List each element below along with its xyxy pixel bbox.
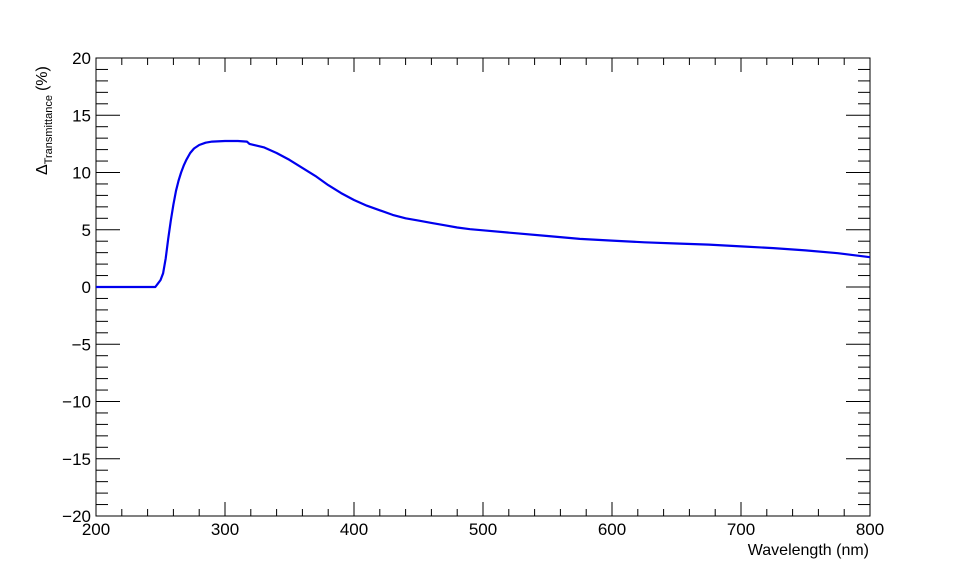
x-tick-label: 600 [598,520,626,539]
y-tick-label: 20 [72,49,91,68]
y-axis-unit: (%) [34,66,51,91]
y-tick-label: −5 [72,335,91,354]
y-tick-label: −20 [62,507,91,526]
x-tick-label: 500 [469,520,497,539]
y-axis-subscript: Transmittance [43,95,55,164]
y-axis-symbol: Δ [34,164,51,175]
axis-ticks [95,57,871,517]
x-tick-label: 800 [856,520,884,539]
y-tick-label: −15 [62,450,91,469]
plot-frame [95,57,871,517]
y-tick-label: 0 [82,278,91,297]
tick-labels: 200 300 400 500 600 700 800 −20 −15 −10 −5 0 5 10 15 20 [62,49,884,539]
series-layer [96,139,871,289]
svg-text:ΔTransmittance(%): ΔTransmittance (%) [34,66,55,175]
x-axis-title: Wavelength (nm) [748,542,869,559]
y-axis-title: ΔTransmittance (%) [34,66,55,175]
y-tick-label: −10 [62,393,91,412]
x-tick-label: 700 [727,520,755,539]
x-tick-label: 300 [211,520,239,539]
y-tick-label: 15 [72,106,91,125]
series-line [96,139,871,289]
x-tick-label: 200 [82,520,110,539]
y-tick-label: 5 [82,221,91,240]
x-tick-label: 400 [340,520,368,539]
y-tick-label: 10 [72,164,91,183]
